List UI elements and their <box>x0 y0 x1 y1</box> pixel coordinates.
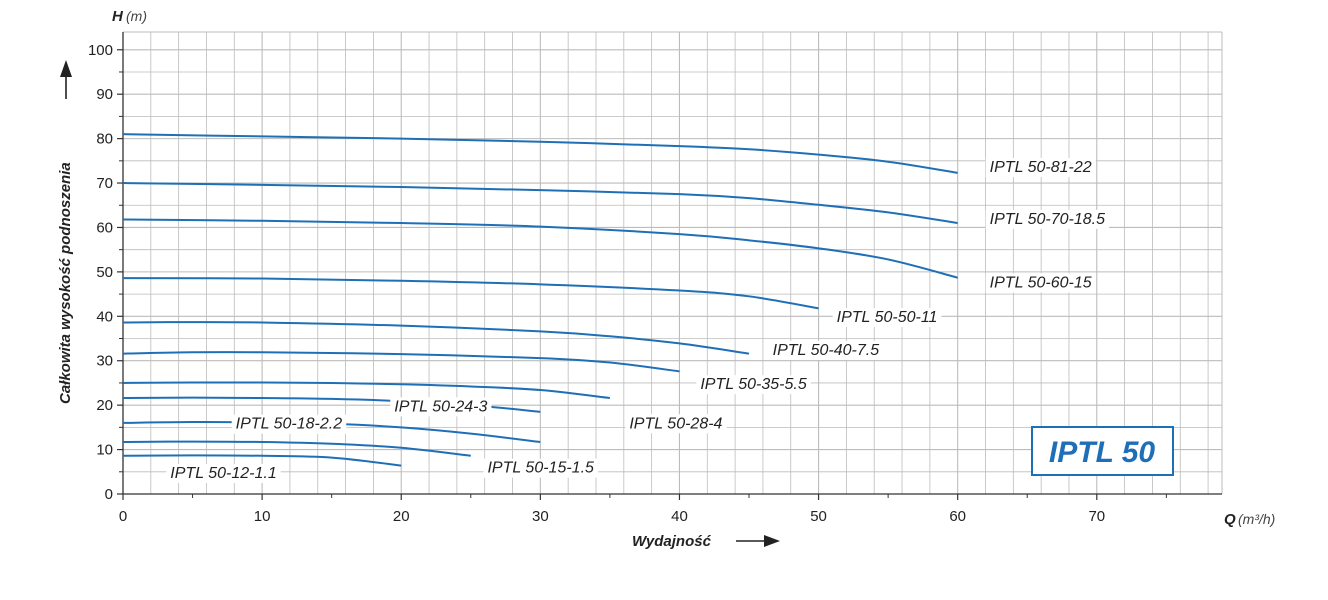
curve-label-text: IPTL 50-35-5.5 <box>700 376 807 393</box>
y-tick-label: 30 <box>96 353 113 370</box>
x-tick-label: 40 <box>671 508 688 525</box>
y-axis-symbol: H <box>112 8 124 25</box>
x-axis-title: Wydajność <box>632 533 712 550</box>
curve-label-bg <box>483 458 599 478</box>
x-axis-symbol: Q <box>1224 511 1236 528</box>
curve-label-bg <box>696 375 811 395</box>
y-tick-label: 60 <box>96 219 113 236</box>
curve-label: IPTL 50-24-3 <box>390 397 492 417</box>
curve-label-bg <box>832 308 942 328</box>
curve-label-bg <box>625 414 727 434</box>
curve-label-bg <box>985 273 1096 293</box>
curve-label: IPTL 50-50-11 <box>832 308 942 328</box>
curve-label-text: IPTL 50-50-11 <box>837 309 938 326</box>
curve-iptl-50-70-18.5 <box>122 182 958 225</box>
y-axis-arrow-icon <box>60 60 72 99</box>
curve-labels: IPTL 50-81-22 IPTL 50-70-18.5 IPTL 50-60-1… <box>166 157 1110 484</box>
curve-label: IPTL 50-40-7.5 <box>768 340 884 360</box>
curve-label: IPTL 50-70-18.5 <box>985 209 1110 229</box>
curve-label-bg <box>231 414 347 434</box>
curve-label-bg <box>985 209 1110 229</box>
curve-iptl-50-15-1.5 <box>122 440 471 457</box>
curve-label: IPTL 50-81-22 <box>985 157 1096 177</box>
curve-label-bg <box>166 464 281 484</box>
y-axis-title: Całkowita wysokość podnoszenia <box>57 162 74 404</box>
x-axis-unit: (m³/h) <box>1238 511 1275 527</box>
curve-label-text: IPTL 50-12-1.1 <box>170 465 276 482</box>
curve-iptl-50-35-5.5 <box>122 351 680 373</box>
model-badge: IPTL 50 <box>1031 426 1174 476</box>
y-tick-label: 90 <box>96 86 113 103</box>
y-tick-label: 50 <box>96 264 113 281</box>
curve-label-bg <box>390 397 492 417</box>
curve-label-text: IPTL 50-70-18.5 <box>990 211 1105 228</box>
y-tick-label: 40 <box>96 308 113 325</box>
curve-label-text: IPTL 50-60-15 <box>990 274 1092 291</box>
curve-label: IPTL 50-28-4 <box>625 414 727 434</box>
curve-iptl-50-81-22 <box>122 133 958 174</box>
curve-iptl-50-28-4 <box>122 381 611 400</box>
curve-label-text: IPTL 50-24-3 <box>394 398 487 415</box>
y-tick-label: 100 <box>88 42 113 59</box>
x-axis-arrow-icon <box>736 535 780 547</box>
curve-iptl-50-40-7.5 <box>122 321 750 355</box>
curve-label-bg <box>768 340 884 360</box>
x-tick-label: 10 <box>254 508 271 525</box>
chart-axes <box>117 32 1222 500</box>
curve-label-text: IPTL 50-81-22 <box>990 159 1092 176</box>
x-tick-label: 50 <box>810 508 827 525</box>
curve-iptl-50-60-15 <box>122 218 958 279</box>
x-tick-label: 0 <box>119 508 127 525</box>
y-axis-unit: (m) <box>126 8 147 24</box>
y-tick-label: 70 <box>96 175 113 192</box>
model-badge-text: IPTL 50 <box>1049 436 1155 469</box>
x-tick-label: 70 <box>1088 508 1105 525</box>
curve-label: IPTL 50-18-2.2 <box>231 414 347 434</box>
curve-label-text: IPTL 50-40-7.5 <box>773 342 880 359</box>
curve-label: IPTL 50-15-1.5 <box>483 458 599 478</box>
curve-label-bg <box>985 157 1096 177</box>
curve-label: IPTL 50-35-5.5 <box>696 375 811 395</box>
x-tick-label: 30 <box>532 508 549 525</box>
chart-grid <box>123 31 1223 494</box>
y-tick-label: 80 <box>96 131 113 148</box>
curve-iptl-50-50-11 <box>122 277 819 310</box>
curve-label: IPTL 50-60-15 <box>985 273 1096 293</box>
x-tick-label: 20 <box>393 508 410 525</box>
x-tick-label: 60 <box>949 508 966 525</box>
curve-label-text: IPTL 50-28-4 <box>629 415 722 432</box>
y-tick-label: 0 <box>105 486 113 503</box>
curve-iptl-50-12-1.1 <box>122 454 402 467</box>
curve-label: IPTL 50-12-1.1 <box>166 464 281 484</box>
tick-labels: 0 10 20 30 40 50 60 70 80 90 100 0 10 20 30 40 50 60 70 <box>88 42 1105 525</box>
curve-label-text: IPTL 50-18-2.2 <box>236 416 343 433</box>
y-tick-label: 10 <box>96 442 113 459</box>
curve-label-text: IPTL 50-15-1.5 <box>487 460 594 477</box>
y-tick-label: 20 <box>96 397 113 414</box>
